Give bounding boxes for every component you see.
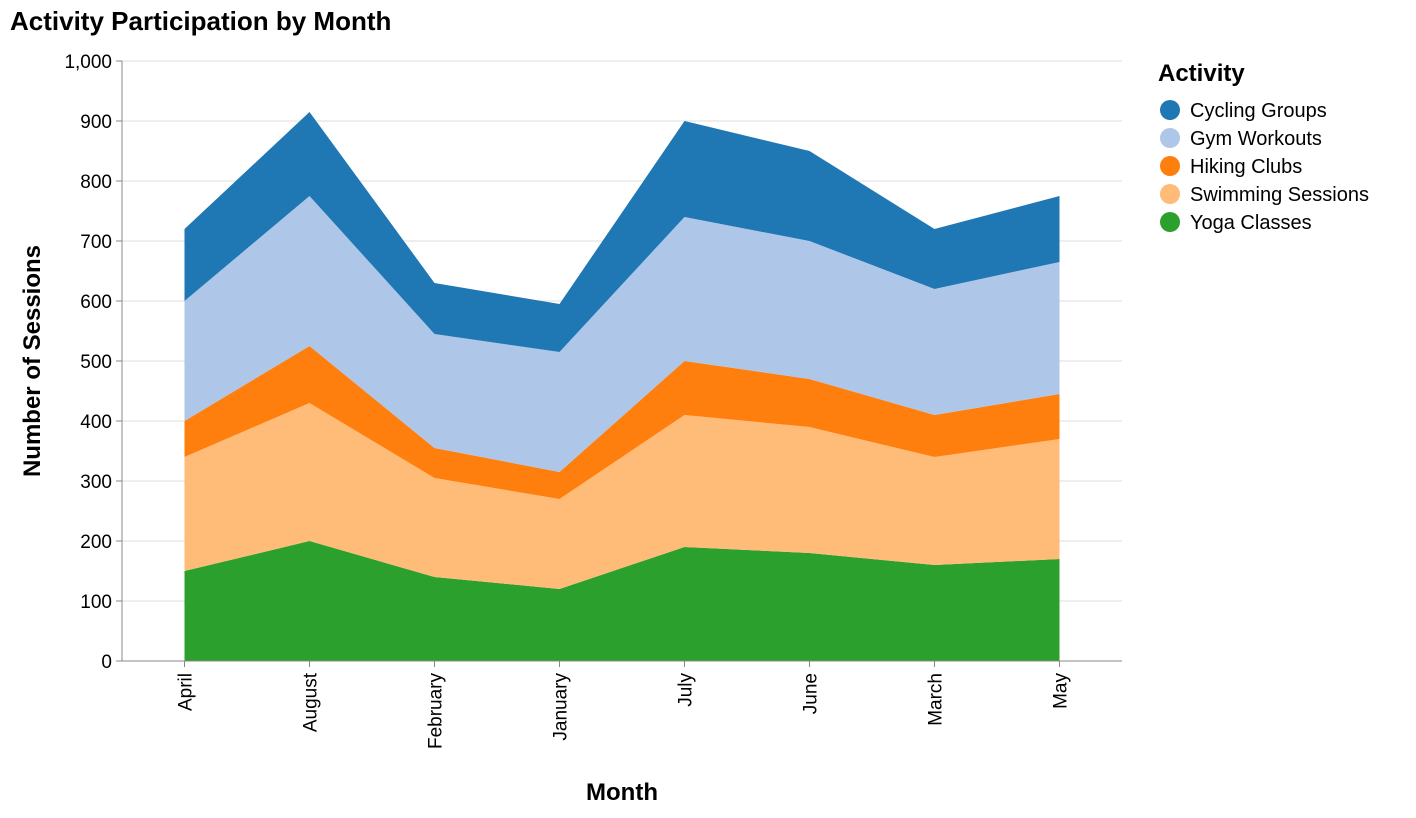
axes: 0 100 200 300 400 500 600 700 800 900 1,000 April Au… [64, 52, 1122, 749]
x-tick-label: May [1051, 673, 1072, 709]
legend-label-swimming-sessions: Swimming Sessions [1190, 184, 1369, 206]
y-tick-label: 600 [80, 292, 112, 313]
y-tick-label: 800 [80, 172, 112, 193]
y-tick-label: 400 [80, 412, 112, 433]
area-series [184, 112, 1060, 661]
legend-label-cycling-groups: Cycling Groups [1190, 100, 1327, 122]
area-hiking-clubs [184, 346, 1060, 499]
y-axis-title: Number of Sessions [19, 245, 46, 477]
x-tick-label: April [176, 673, 197, 711]
x-axis-title: Month [586, 779, 658, 806]
x-tick-label: July [676, 673, 697, 707]
legend-swatch-cycling-groups [1160, 100, 1180, 120]
legend-label-hiking-clubs: Hiking Clubs [1190, 156, 1302, 178]
y-tick-label: 100 [80, 592, 112, 613]
chart-title: Activity Participation by Month [10, 6, 392, 36]
y-tick-label: 700 [80, 232, 112, 253]
y-tick-label: 900 [80, 112, 112, 133]
area-cycling-groups [184, 112, 1060, 352]
y-tick-label: 500 [80, 352, 112, 373]
area-gym-workouts [184, 196, 1060, 472]
legend-title: Activity [1158, 60, 1245, 87]
y-tick-label: 0 [101, 652, 112, 673]
x-tick-label: August [301, 672, 322, 732]
legend: Activity Cycling Groups Gym Workouts Hikin… [1158, 60, 1369, 234]
legend-label-gym-workouts: Gym Workouts [1190, 128, 1322, 150]
legend-swatch-hiking-clubs [1160, 156, 1180, 176]
x-tick-label: February [426, 673, 447, 750]
legend-swatch-swimming-sessions [1160, 184, 1180, 204]
x-tick-label: January [551, 673, 572, 741]
y-tick-label: 200 [80, 532, 112, 553]
y-tick-label: 300 [80, 472, 112, 493]
area-swimming-sessions [184, 403, 1060, 589]
legend-swatch-yoga-classes [1160, 212, 1180, 232]
y-tick-label: 1,000 [64, 52, 112, 73]
legend-swatch-gym-workouts [1160, 128, 1180, 148]
x-tick-label: June [801, 673, 822, 714]
x-tick-label: March [926, 673, 947, 726]
area-yoga-classes [184, 541, 1060, 661]
legend-label-yoga-classes: Yoga Classes [1190, 212, 1312, 234]
